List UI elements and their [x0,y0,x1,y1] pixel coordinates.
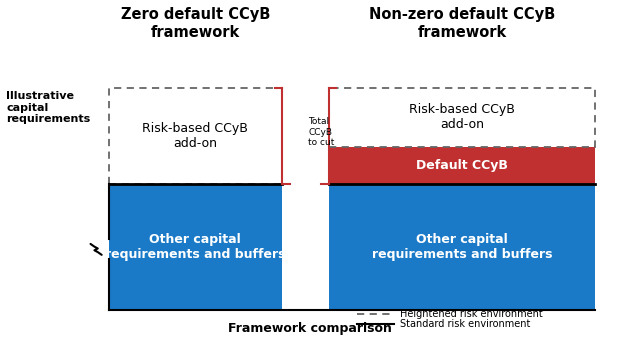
Bar [108,184,282,310]
Text: Other capital
requirements and buffers: Other capital requirements and buffers [371,233,552,261]
Text: Standard risk environment: Standard risk environment [400,319,530,329]
Text: Heightened risk environment: Heightened risk environment [400,309,542,319]
Text: Illustrative
capital
requirements: Illustrative capital requirements [6,91,91,124]
Text: Default CCyB: Default CCyB [416,159,508,172]
Text: Zero default CCyB
framework: Zero default CCyB framework [121,7,270,40]
Text: Total
CCyB
to cut: Total CCyB to cut [309,117,335,147]
Bar [329,147,595,184]
Text: Risk-based CCyB
add-on: Risk-based CCyB add-on [409,103,515,131]
Text: Other capital
requirements and buffers: Other capital requirements and buffers [105,233,286,261]
Text: Risk-based CCyB
add-on: Risk-based CCyB add-on [143,122,248,150]
Bar [108,88,282,184]
Bar [329,184,595,310]
Bar [329,88,595,147]
Text: Framework comparison: Framework comparison [228,322,392,335]
Text: Non-zero default CCyB
framework: Non-zero default CCyB framework [369,7,555,40]
